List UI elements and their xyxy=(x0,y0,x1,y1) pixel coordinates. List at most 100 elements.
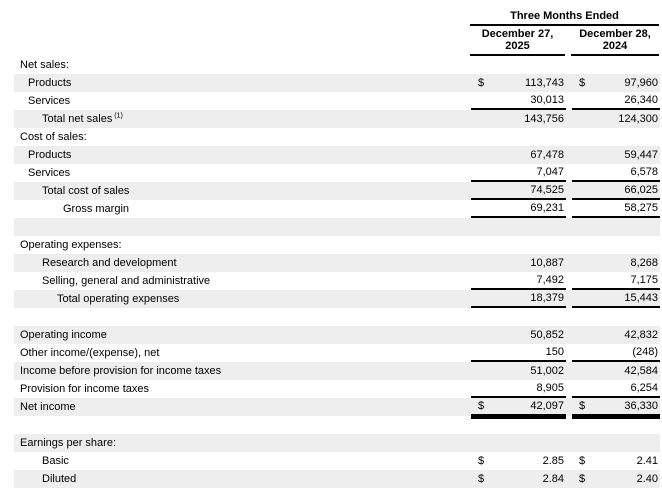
period-header: Three Months Ended xyxy=(470,10,659,26)
dollar-sign: $ xyxy=(478,77,485,89)
value-cell: $2.41 xyxy=(572,452,660,470)
value-cell xyxy=(471,434,566,452)
value-text: 67,478 xyxy=(530,149,564,161)
value-text: 2.85 xyxy=(542,455,564,467)
row-label xyxy=(14,308,471,326)
table-row: Income before provision for income taxes… xyxy=(14,362,660,380)
value-cell: $2.40 xyxy=(572,470,660,488)
value-text: 150 xyxy=(545,346,564,358)
column-header-prior-period: December 28, 2024 xyxy=(571,28,659,56)
row-label: Gross margin xyxy=(63,203,130,215)
value-text: 51,002 xyxy=(530,365,564,377)
value-text: 2.84 xyxy=(542,473,564,485)
value-text: 36,330 xyxy=(624,400,658,412)
value-cell: 7,492 xyxy=(471,272,566,290)
value-cell: 8,905 xyxy=(471,380,566,398)
value-text: 8,268 xyxy=(630,257,658,269)
table-row: Other income/(expense), net 150 (248) xyxy=(14,344,660,362)
value-text: 2.41 xyxy=(636,455,658,467)
column-date-line1: December 27, xyxy=(481,28,554,40)
value-cell xyxy=(471,416,566,434)
value-text: 50,852 xyxy=(530,329,564,341)
value-cell: 58,275 xyxy=(572,200,660,218)
value-text: 143,756 xyxy=(524,113,564,125)
table-row: Services 7,047 6,578 xyxy=(14,164,660,182)
dollar-sign: $ xyxy=(579,400,586,412)
value-cell: 7,047 xyxy=(471,164,566,182)
row-label: Total operating expenses xyxy=(57,293,180,305)
row-label: Services xyxy=(28,95,71,107)
table-row: Research and development 10,887 8,268 xyxy=(14,254,660,272)
value-cell xyxy=(572,218,660,236)
value-text: 42,584 xyxy=(624,365,658,377)
value-cell: 6,254 xyxy=(572,380,660,398)
value-text: 26,340 xyxy=(624,94,658,106)
column-date-line2: 2025 xyxy=(505,39,530,52)
dollar-sign: $ xyxy=(579,455,586,467)
table-row: Total net sales (1) 143,756 124,300 xyxy=(14,110,660,128)
dollar-sign: $ xyxy=(579,473,586,485)
value-cell xyxy=(471,218,566,236)
spacer-row xyxy=(14,218,660,236)
value-cell xyxy=(572,308,660,326)
value-text: 30,013 xyxy=(530,94,564,106)
value-cell: 59,447 xyxy=(572,146,660,164)
row-label: Services xyxy=(28,167,71,179)
row-label: Net income xyxy=(20,401,76,413)
value-cell: 143,756 xyxy=(471,110,566,128)
value-cell: 8,268 xyxy=(572,254,660,272)
value-cell xyxy=(572,56,660,74)
period-header-label: Three Months Ended xyxy=(510,10,619,22)
value-text: 97,960 xyxy=(624,77,658,89)
value-cell xyxy=(471,308,566,326)
row-label: Total net sales (1) xyxy=(42,112,123,125)
column-header-current-period: December 27, 2025 xyxy=(470,28,565,56)
value-text: 69,231 xyxy=(530,202,564,214)
value-text: 42,097 xyxy=(530,400,564,412)
table-row: Products $113,743 $97,960 xyxy=(14,74,660,92)
value-cell xyxy=(572,128,660,146)
table-row: Cost of sales: xyxy=(14,128,660,146)
value-cell xyxy=(572,416,660,434)
value-text: 10,887 xyxy=(530,257,564,269)
value-text: 58,275 xyxy=(624,202,658,214)
table-row: Total operating expenses 18,379 15,443 xyxy=(14,290,660,308)
row-label: Net sales: xyxy=(20,59,69,71)
value-cell xyxy=(572,434,660,452)
value-text: 15,443 xyxy=(624,292,658,304)
value-text: 66,025 xyxy=(624,184,658,196)
value-cell: $36,330 xyxy=(572,398,660,419)
footnote-marker: (1) xyxy=(112,112,123,120)
dollar-sign: $ xyxy=(478,473,485,485)
table-row: Basic $2.85 $2.41 xyxy=(14,452,660,470)
spacer-row xyxy=(14,416,660,434)
table-row: Net income $42,097 $36,330 xyxy=(14,398,660,419)
value-cell: 30,013 xyxy=(471,92,566,110)
value-text: 124,300 xyxy=(618,113,658,125)
value-cell: $2.85 xyxy=(471,452,566,470)
column-date-line1: December 28, xyxy=(579,28,651,40)
table-row: Provision for income taxes 8,905 6,254 xyxy=(14,380,660,398)
row-label: Operating expenses: xyxy=(20,239,122,251)
table-header: Three Months Ended December 27, 2025 Dec… xyxy=(0,0,662,56)
table-row: Services 30,013 26,340 xyxy=(14,92,660,110)
value-cell: 42,584 xyxy=(572,362,660,380)
value-cell: 15,443 xyxy=(572,290,660,308)
value-cell: 67,478 xyxy=(471,146,566,164)
row-label xyxy=(14,218,471,236)
value-cell: 74,525 xyxy=(471,182,566,200)
column-date-line2: 2024 xyxy=(602,39,628,52)
value-cell: 7,175 xyxy=(572,272,660,290)
value-cell: 26,340 xyxy=(572,92,660,110)
row-label: Cost of sales: xyxy=(20,131,87,143)
value-cell: $97,960 xyxy=(572,74,660,92)
table-row: Diluted $2.84 $2.40 xyxy=(14,470,660,488)
dollar-sign: $ xyxy=(478,400,485,412)
value-cell: $2.84 xyxy=(471,470,566,488)
row-label: Basic xyxy=(42,455,69,467)
value-cell: 66,025 xyxy=(572,182,660,200)
value-cell: 42,832 xyxy=(572,326,660,344)
value-cell: 6,578 xyxy=(572,164,660,182)
value-cell: 18,379 xyxy=(471,290,566,308)
